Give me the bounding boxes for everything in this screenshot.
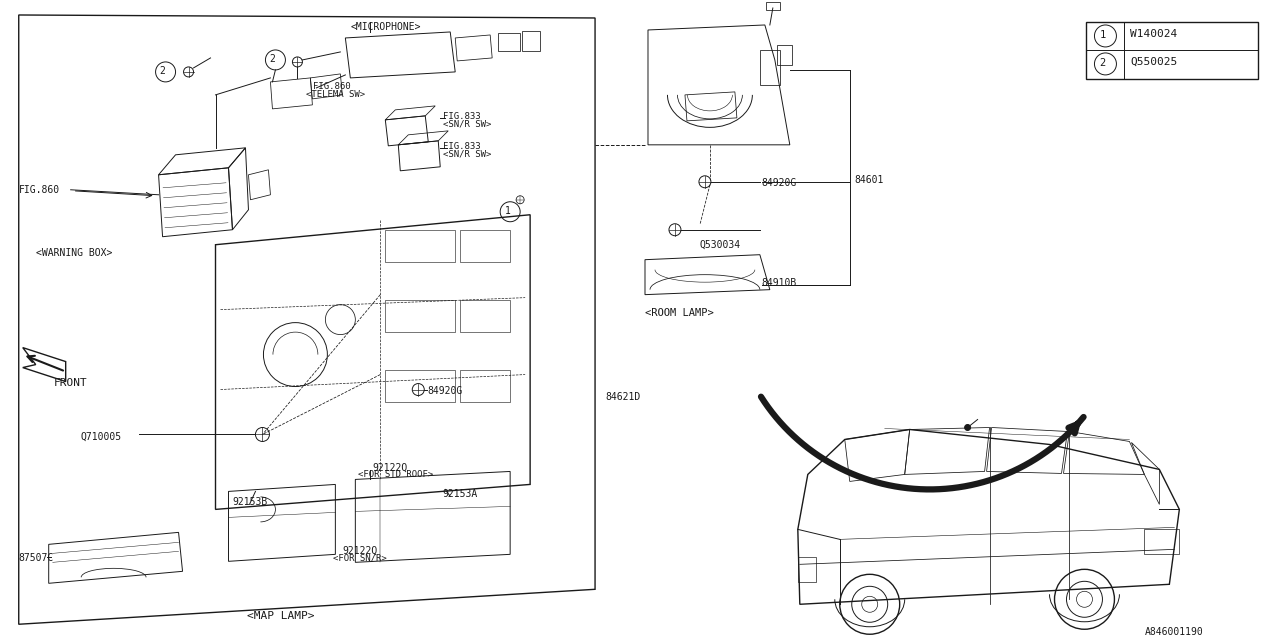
Text: W140024: W140024 — [1130, 29, 1178, 39]
Bar — [765, 2, 780, 10]
Bar — [522, 31, 540, 51]
Bar — [777, 45, 792, 65]
Bar — [1087, 22, 1258, 79]
Bar — [385, 369, 456, 401]
Text: 84621D: 84621D — [605, 392, 640, 401]
Bar — [385, 300, 456, 332]
Text: FIG.860: FIG.860 — [314, 82, 351, 91]
Text: 2: 2 — [1100, 58, 1106, 68]
Text: <TELEMA SW>: <TELEMA SW> — [306, 90, 366, 99]
Text: FIG.833: FIG.833 — [443, 112, 481, 121]
Bar — [461, 369, 511, 401]
Bar — [461, 230, 511, 262]
Text: <WARNING BOX>: <WARNING BOX> — [36, 248, 113, 258]
Text: 84910B: 84910B — [762, 278, 797, 287]
Text: 1: 1 — [506, 205, 511, 216]
Text: <SN/R SW>: <SN/R SW> — [443, 120, 492, 129]
Text: 84920G: 84920G — [762, 178, 797, 188]
Text: 2: 2 — [160, 66, 165, 76]
Text: 87507C: 87507C — [19, 554, 54, 563]
Text: 2: 2 — [270, 54, 275, 64]
Text: <SN/R SW>: <SN/R SW> — [443, 150, 492, 159]
Bar — [1144, 529, 1179, 554]
Text: Q710005: Q710005 — [81, 431, 122, 442]
Text: Q530034: Q530034 — [700, 240, 741, 250]
Text: 84601: 84601 — [855, 175, 884, 185]
Text: 92153B: 92153B — [233, 497, 268, 508]
Bar — [498, 33, 520, 51]
Text: <ROOM LAMP>: <ROOM LAMP> — [645, 308, 714, 317]
Bar — [385, 230, 456, 262]
Bar — [461, 300, 511, 332]
Text: <FOR STD ROOF>: <FOR STD ROOF> — [358, 470, 434, 479]
Bar — [797, 557, 815, 582]
Text: A846001190: A846001190 — [1144, 627, 1203, 637]
Text: 84920G: 84920G — [428, 385, 462, 396]
Text: 92122Q: 92122Q — [372, 463, 407, 472]
Text: FRONT: FRONT — [54, 378, 87, 388]
Text: FIG.833: FIG.833 — [443, 142, 481, 151]
Text: <MICROPHONE>: <MICROPHONE> — [351, 22, 421, 32]
Text: 1: 1 — [1100, 30, 1106, 40]
Text: Q550025: Q550025 — [1130, 57, 1178, 67]
Bar — [760, 50, 780, 85]
Text: 92153A: 92153A — [442, 490, 477, 499]
Text: 92122Q: 92122Q — [343, 545, 378, 556]
Circle shape — [965, 424, 970, 431]
Text: <MAP LAMP>: <MAP LAMP> — [247, 611, 314, 621]
Text: FIG.860: FIG.860 — [19, 185, 60, 195]
Text: <FOR SN/R>: <FOR SN/R> — [334, 554, 388, 563]
